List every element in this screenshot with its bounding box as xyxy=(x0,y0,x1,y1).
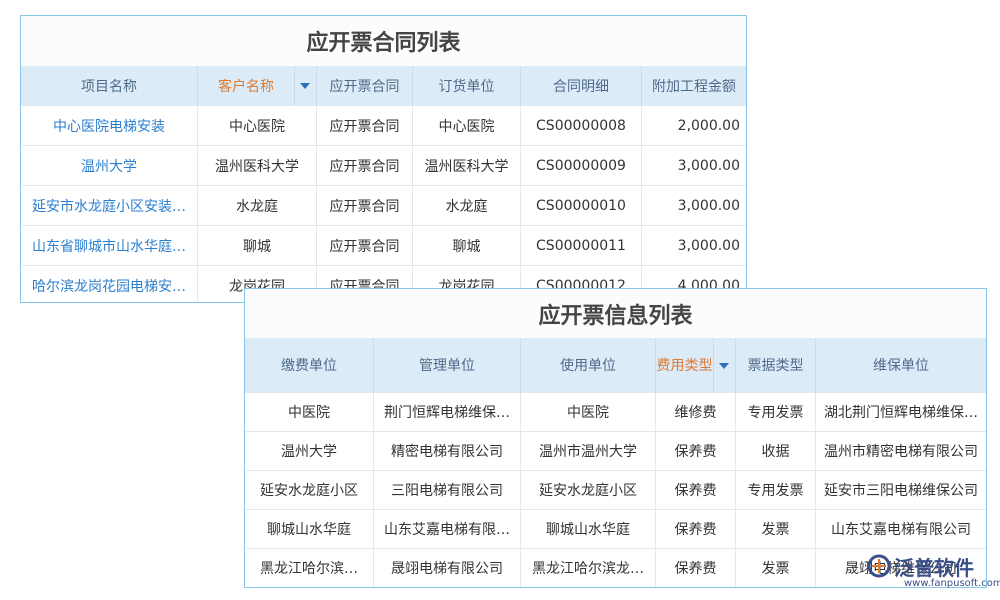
dropdown-arrow xyxy=(300,83,310,89)
table-cell: 中心医院 xyxy=(413,106,521,146)
table-cell: 2,000.00 xyxy=(642,106,746,146)
column-header[interactable]: 维保单位 xyxy=(816,338,986,393)
table-cell: 黑龙江哈尔滨龙… xyxy=(521,549,656,587)
table-cell: 专用发票 xyxy=(736,393,816,432)
table-cell: 中医院 xyxy=(245,393,374,432)
invoice-panel: 应开票信息列表 缴费单位 管理单位 使用单位 费用类型 票据类型 维保单位中医院 荆门恒辉电梯… xyxy=(244,288,987,588)
table-cell: 3,000.00 xyxy=(642,146,746,186)
column-header[interactable]: 使用单位 xyxy=(521,338,656,393)
table-cell: 专用发票 xyxy=(736,471,816,510)
table-cell: 保养费 xyxy=(656,510,736,549)
sort-dropdown[interactable] xyxy=(714,338,736,393)
table-title: 应开票合同列表 xyxy=(21,16,746,67)
table-cell: 延安市三阳电梯维保公司 xyxy=(816,471,986,510)
table-cell: 聊城山水华庭 xyxy=(245,510,374,549)
project-link[interactable]: 中心医院电梯安装 xyxy=(21,106,198,146)
table-title: 应开票信息列表 xyxy=(245,289,986,339)
column-header[interactable]: 应开票合同 xyxy=(317,66,413,106)
table-cell: 应开票合同 xyxy=(317,186,413,226)
column-header[interactable]: 费用类型 xyxy=(656,338,714,393)
table-cell: 延安水龙庭小区 xyxy=(245,471,374,510)
contract-panel: 应开票合同列表 项目名称 客户名称 应开票合同 订货单位 合同明细 附加工程金额 中心医院电梯… xyxy=(20,15,747,303)
table-cell: 黑龙江哈尔滨… xyxy=(245,549,374,587)
table-cell: 温州市温州大学 xyxy=(521,432,656,471)
table-cell: 3,000.00 xyxy=(642,226,746,266)
watermark-url: www.fanpusoft.com xyxy=(904,578,1000,589)
column-header[interactable]: 缴费单位 xyxy=(245,338,374,393)
table-cell: 湖北荆门恒辉电梯维保… xyxy=(816,393,986,432)
column-header[interactable]: 管理单位 xyxy=(374,338,521,393)
table-cell: 温州医科大学 xyxy=(198,146,317,186)
dropdown-arrow xyxy=(719,362,729,369)
table-cell: 温州医科大学 xyxy=(413,146,521,186)
column-header[interactable]: 订货单位 xyxy=(413,66,521,106)
table-cell: 三阳电梯有限公司 xyxy=(374,471,521,510)
table-cell: 温州市精密电梯有限公司 xyxy=(816,432,986,471)
table-cell: 应开票合同 xyxy=(317,226,413,266)
table-cell: CS00000010 xyxy=(521,186,642,226)
column-header[interactable]: 附加工程金额 xyxy=(642,66,746,106)
table-cell: 温州大学 xyxy=(245,432,374,471)
table-cell: 保养费 xyxy=(656,471,736,510)
project-link[interactable]: 哈尔滨龙岗花园电梯安… xyxy=(21,266,198,302)
project-link[interactable]: 延安市水龙庭小区安装… xyxy=(21,186,198,226)
table-cell: 延安水龙庭小区 xyxy=(521,471,656,510)
table-cell: 聊城 xyxy=(198,226,317,266)
table-cell: 聊城山水华庭 xyxy=(521,510,656,549)
table-cell: 收据 xyxy=(736,432,816,471)
table-cell: 应开票合同 xyxy=(317,146,413,186)
column-header[interactable]: 票据类型 xyxy=(736,338,816,393)
table-cell: 山东艾嘉电梯有限公司 xyxy=(816,510,986,549)
project-link[interactable]: 温州大学 xyxy=(21,146,198,186)
column-header[interactable]: 合同明细 xyxy=(521,66,642,106)
table-cell: 晟翊电梯有限公司 xyxy=(374,549,521,587)
table-cell: 应开票合同 xyxy=(317,106,413,146)
table-cell: 精密电梯有限公司 xyxy=(374,432,521,471)
table-cell: 聊城 xyxy=(413,226,521,266)
table-cell: 维修费 xyxy=(656,393,736,432)
table-cell: CS00000009 xyxy=(521,146,642,186)
watermark-logo xyxy=(867,554,891,578)
table-cell: 中心医院 xyxy=(198,106,317,146)
table-cell: 水龙庭 xyxy=(413,186,521,226)
table-cell: 水龙庭 xyxy=(198,186,317,226)
table-cell: 3,000.00 xyxy=(642,186,746,226)
table-cell: 保养费 xyxy=(656,432,736,471)
sort-dropdown[interactable] xyxy=(295,66,317,106)
table-cell: 发票 xyxy=(736,549,816,587)
watermark-brand: 泛普软件 xyxy=(894,556,974,580)
table-cell: 荆门恒辉电梯维保… xyxy=(374,393,521,432)
table-cell: 山东艾嘉电梯有限… xyxy=(374,510,521,549)
project-link[interactable]: 山东省聊城市山水华庭… xyxy=(21,226,198,266)
table-cell: 发票 xyxy=(736,510,816,549)
column-header[interactable]: 客户名称 xyxy=(198,66,295,106)
table-cell: CS00000011 xyxy=(521,226,642,266)
table-cell: 中医院 xyxy=(521,393,656,432)
column-header[interactable]: 项目名称 xyxy=(21,66,198,106)
table-cell: 保养费 xyxy=(656,549,736,587)
table-cell: CS00000008 xyxy=(521,106,642,146)
